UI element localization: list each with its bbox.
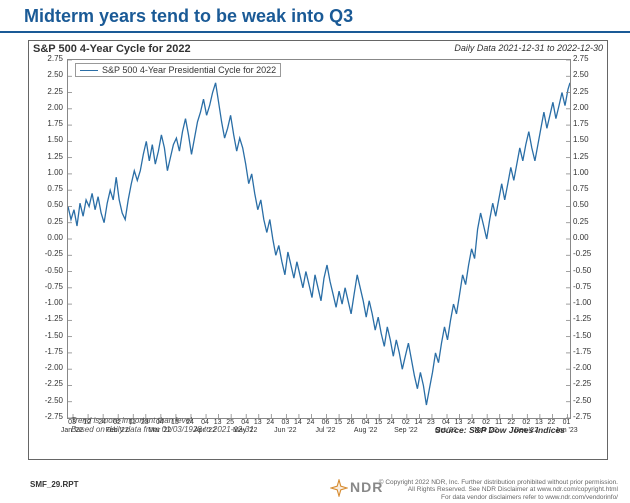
xtick-label: 15 bbox=[334, 419, 342, 427]
chart-container: S&P 500 4-Year Cycle for 2022 Daily Data… bbox=[28, 40, 608, 460]
ytick-label: -0.50 bbox=[573, 267, 603, 275]
xtick-label: 15 bbox=[374, 419, 382, 427]
chart-svg bbox=[68, 60, 570, 418]
ytick-label: 0.25 bbox=[33, 218, 63, 226]
ytick-label: -2.00 bbox=[573, 364, 603, 372]
ytick-label: -0.75 bbox=[573, 283, 603, 291]
page-title: Midterm years tend to be weak into Q3 bbox=[0, 0, 630, 31]
title-rule bbox=[0, 31, 630, 33]
ytick-label: -1.50 bbox=[33, 332, 63, 340]
ytick-label: 1.75 bbox=[33, 120, 63, 128]
xtick-label: 13 bbox=[214, 419, 222, 427]
ytick-label: 0.25 bbox=[573, 218, 603, 226]
ytick-label: 0.50 bbox=[33, 201, 63, 209]
copy-line-2: All Rights Reserved. See NDR Disclaimer … bbox=[379, 486, 618, 493]
compass-icon bbox=[330, 479, 348, 497]
xtick-label: 01 Jan '23 bbox=[555, 419, 577, 434]
ytick-label: 0.00 bbox=[573, 234, 603, 242]
ytick-label: 1.75 bbox=[573, 120, 603, 128]
ytick-label: -2.50 bbox=[573, 397, 603, 405]
ytick-label: -1.25 bbox=[33, 315, 63, 323]
ytick-label: 1.50 bbox=[33, 136, 63, 144]
ytick-label: 2.50 bbox=[573, 71, 603, 79]
ytick-label: 2.25 bbox=[573, 88, 603, 96]
ytick-label: -0.50 bbox=[33, 267, 63, 275]
ytick-label: 2.75 bbox=[573, 55, 603, 63]
ytick-label: 1.00 bbox=[573, 169, 603, 177]
ytick-label: 1.00 bbox=[33, 169, 63, 177]
xtick-label: 13 bbox=[254, 419, 262, 427]
ytick-label: 2.00 bbox=[573, 104, 603, 112]
ytick-label: -2.75 bbox=[33, 413, 63, 421]
xtick-label: 15 bbox=[171, 419, 179, 427]
copy-line-3: For data vendor disclaimers refer to www… bbox=[379, 494, 618, 501]
ytick-label: 1.25 bbox=[33, 153, 63, 161]
ytick-label: -0.25 bbox=[33, 250, 63, 258]
ytick-label: -2.00 bbox=[33, 364, 63, 372]
page-footer: SMF_29.RPT NDR © Copyright 2022 NDR, Inc… bbox=[0, 473, 630, 503]
ytick-label: 1.25 bbox=[573, 153, 603, 161]
ytick-label: -1.75 bbox=[33, 348, 63, 356]
ytick-label: 2.00 bbox=[33, 104, 63, 112]
xtick-label: 14 bbox=[414, 419, 422, 427]
ytick-label: -2.25 bbox=[573, 380, 603, 388]
xtick-label: 23 bbox=[427, 419, 435, 427]
ndr-logo: NDR bbox=[330, 479, 383, 497]
ytick-label: 0.50 bbox=[573, 201, 603, 209]
ytick-label: 1.50 bbox=[573, 136, 603, 144]
report-id: SMF_29.RPT bbox=[30, 480, 78, 489]
xtick-label: 22 bbox=[548, 419, 556, 427]
ytick-label: -1.00 bbox=[573, 299, 603, 307]
xtick-label: 24 bbox=[266, 419, 274, 427]
ytick-label: -1.50 bbox=[573, 332, 603, 340]
xtick-label: 02 Feb '22 bbox=[106, 419, 129, 434]
ytick-label: -0.25 bbox=[573, 250, 603, 258]
ytick-label: 0.00 bbox=[33, 234, 63, 242]
xtick-label: 12 bbox=[83, 419, 91, 427]
ytick-label: -2.25 bbox=[33, 380, 63, 388]
ytick-label: 2.50 bbox=[33, 71, 63, 79]
xtick-label: 13 bbox=[535, 419, 543, 427]
xtick-label: 13 bbox=[455, 419, 463, 427]
chart-plot bbox=[67, 59, 571, 419]
ytick-label: -0.75 bbox=[33, 283, 63, 291]
xtick-label: 03 Jan '22 bbox=[61, 419, 83, 434]
chart-daterange: Daily Data 2021-12-31 to 2022-12-30 bbox=[454, 43, 603, 53]
xtick-label: 11 bbox=[129, 419, 136, 427]
xtick-label: 11 bbox=[495, 419, 502, 427]
ytick-label: -1.75 bbox=[573, 348, 603, 356]
ytick-label: 0.75 bbox=[573, 185, 603, 193]
ytick-label: 0.75 bbox=[33, 185, 63, 193]
xtick-label: 04 Mar '22 bbox=[148, 419, 171, 434]
xtick-label: 24 bbox=[307, 419, 315, 427]
ytick-label: -2.50 bbox=[33, 397, 63, 405]
xtick-label: 14 bbox=[294, 419, 302, 427]
copyright-block: © Copyright 2022 NDR, Inc. Further distr… bbox=[379, 479, 618, 501]
ytick-label: 2.75 bbox=[33, 55, 63, 63]
ytick-label: -1.00 bbox=[33, 299, 63, 307]
xtick-label: 06 Jul '22 bbox=[316, 419, 336, 434]
copy-line-1: © Copyright 2022 NDR, Inc. Further distr… bbox=[379, 479, 618, 486]
ytick-label: 2.25 bbox=[33, 88, 63, 96]
xtick-label: 24 bbox=[186, 419, 194, 427]
ytick-label: -1.25 bbox=[573, 315, 603, 323]
